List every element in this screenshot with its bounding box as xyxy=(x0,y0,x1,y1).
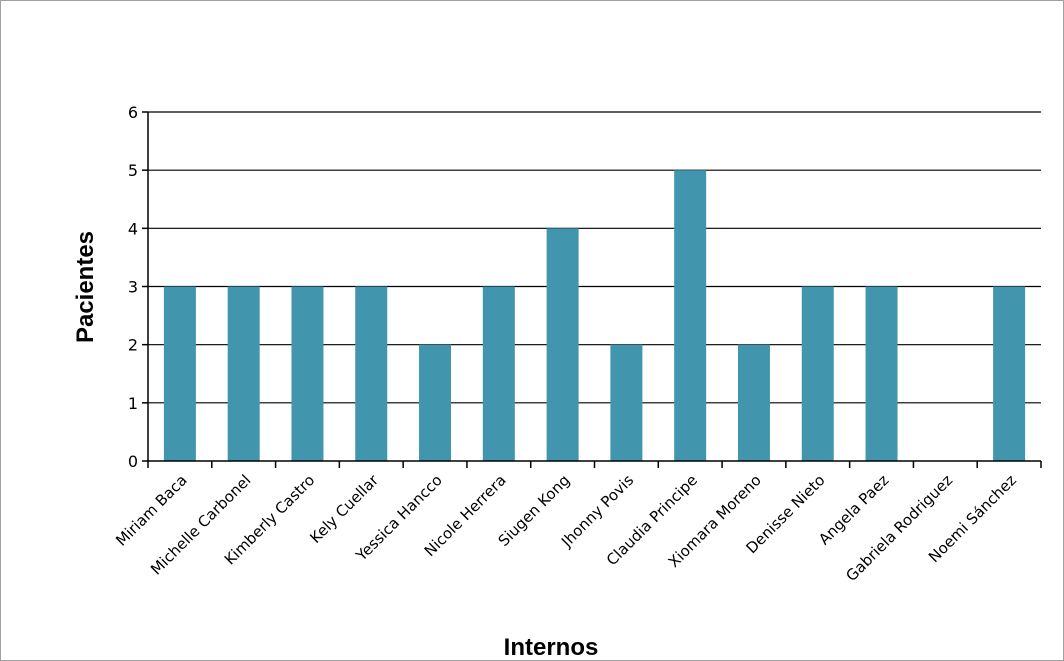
bar xyxy=(610,344,643,461)
bars xyxy=(163,170,1026,461)
bar xyxy=(291,286,324,461)
bar xyxy=(355,286,388,461)
bar xyxy=(674,170,707,461)
bar xyxy=(163,286,196,461)
y-tick-label: 6 xyxy=(128,103,138,122)
y-axis-title: Pacientes xyxy=(72,231,99,343)
bar xyxy=(865,286,898,461)
x-tick-label: Gabriela Rodriguez xyxy=(842,471,956,585)
y-tick-labels: 0 1 2 3 4 5 6 xyxy=(128,103,138,471)
y-tick-label: 5 xyxy=(128,161,138,180)
axes xyxy=(142,111,1042,468)
bar xyxy=(993,286,1026,461)
y-tick-label: 0 xyxy=(128,452,138,471)
bar xyxy=(227,286,260,461)
bar xyxy=(737,344,770,461)
x-axis-title: Internos xyxy=(504,634,599,661)
bar xyxy=(546,228,579,461)
bar xyxy=(482,286,515,461)
y-tick-label: 2 xyxy=(128,336,138,355)
bar xyxy=(801,286,834,461)
gridlines xyxy=(148,111,1041,404)
y-tick-label: 3 xyxy=(128,278,138,297)
y-tick-label: 4 xyxy=(128,219,138,238)
y-tick-label: 1 xyxy=(128,394,138,413)
bar xyxy=(419,344,452,461)
